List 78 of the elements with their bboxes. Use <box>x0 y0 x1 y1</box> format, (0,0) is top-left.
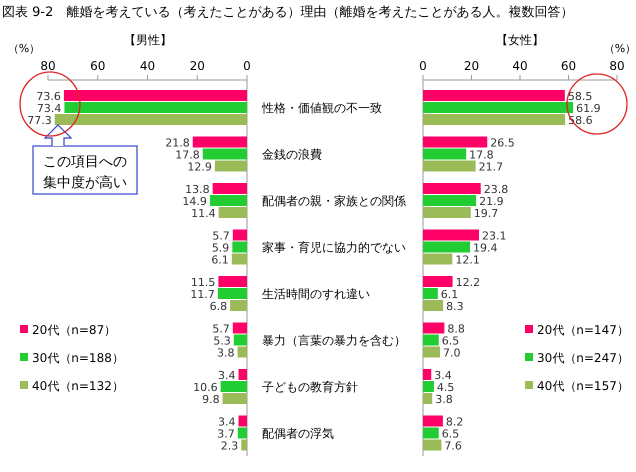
data-label: 6.5 <box>442 428 460 440</box>
data-label: 8.2 <box>446 416 464 428</box>
x-tick-label: 0 <box>419 59 427 73</box>
data-label: 5.9 <box>212 242 230 254</box>
data-label: 12.1 <box>455 254 480 266</box>
data-label: 11.4 <box>191 207 216 220</box>
y-tick-label: 暴力（言葉の暴力を含む） <box>262 334 406 348</box>
data-label: 19.4 <box>473 242 498 254</box>
data-label: 7.6 <box>444 440 462 452</box>
data-label: 11.7 <box>190 288 215 301</box>
callout-box: この項目への集中度が高い <box>32 145 138 195</box>
data-label: 8.3 <box>446 300 464 313</box>
data-label: 3.4 <box>218 416 236 428</box>
x-tick-label: 60 <box>560 59 576 73</box>
data-label: 73.4 <box>36 102 62 115</box>
y-tick-label: 配偶者の浮気 <box>262 426 334 440</box>
data-label: 6.1 <box>211 254 229 266</box>
data-label: 19.7 <box>474 207 498 220</box>
data-label: 61.9 <box>576 102 601 115</box>
data-label: 3.7 <box>217 428 235 440</box>
data-label: 4.5 <box>436 381 454 394</box>
data-label: 77.3 <box>27 114 52 127</box>
data-label: 17.8 <box>469 148 494 162</box>
data-label: 11.5 <box>190 276 216 289</box>
data-label: 73.6 <box>36 90 61 103</box>
data-label: 21.8 <box>165 136 190 150</box>
data-label: 12.9 <box>187 160 212 174</box>
x-axis-title: （%） <box>604 42 636 55</box>
annotation: この項目への集中度が高い <box>43 154 127 191</box>
x-tick-label: 20 <box>190 59 205 73</box>
data-label: 5.3 <box>213 334 231 348</box>
data-label: 23.1 <box>482 230 507 242</box>
y-tick-label: 金銭の浪費 <box>262 148 322 162</box>
data-label: 21.9 <box>479 195 504 208</box>
y-tick-label: 配偶者の親・家族との関係 <box>262 194 406 208</box>
y-tick-label: 家事・育児に協力的でない <box>262 240 406 254</box>
data-label: 3.8 <box>217 346 235 360</box>
data-label: 5.7 <box>212 322 230 336</box>
text: 図表 9-2 離婚を考えている（考えたことがある）理由（離婚を考えたことがある人。複数回答） <box>2 5 574 20</box>
x-tick-label: 40 <box>140 59 156 73</box>
data-label: 6.1 <box>440 288 458 301</box>
data-label: 2.3 <box>220 440 238 452</box>
data-label: 3.8 <box>435 393 453 406</box>
data-label: 3.4 <box>218 369 236 382</box>
data-label: 23.8 <box>484 183 508 196</box>
data-label: 12.2 <box>456 276 480 289</box>
data-label: 21.7 <box>478 160 504 174</box>
x-tick-label: 80 <box>609 59 625 73</box>
data-label: 6.5 <box>442 334 460 348</box>
data-label: 6.8 <box>210 300 228 313</box>
legend-label: 40代（n=132） <box>32 379 124 393</box>
data-label: 58.5 <box>568 90 592 103</box>
data-label: 13.8 <box>185 183 210 196</box>
data-label: 7.0 <box>442 346 460 360</box>
x-tick-label: 20 <box>464 59 480 73</box>
x-tick-label: 40 <box>512 59 528 73</box>
data-label: 10.6 <box>193 381 218 394</box>
x-tick-label: 0 <box>243 59 251 73</box>
data-label: 17.8 <box>175 148 200 162</box>
data-label: 3.4 <box>434 369 452 382</box>
legend-label: 20代（n=87） <box>32 323 116 337</box>
data-label: 26.5 <box>490 136 515 150</box>
x-tick-label: 60 <box>90 59 106 73</box>
y-tick-label: 生活時間のすれ違い <box>262 287 370 301</box>
y-tick-label: 子どもの教育方針 <box>262 380 358 394</box>
legend-label: 20代（n=147） <box>537 323 629 337</box>
data-label: 9.8 <box>202 393 220 406</box>
legend-label: 30代（n=188） <box>32 351 124 365</box>
y-tick-label: 性格・価値観の不一致 <box>261 101 382 115</box>
x-axis-title: （%） <box>8 42 40 55</box>
chart-subtitle: 【男性】 <box>124 33 172 47</box>
x-tick-label: 80 <box>40 59 56 73</box>
data-label: 14.9 <box>182 195 207 208</box>
legend-label: 30代（n=247） <box>537 351 629 365</box>
data-label: 5.7 <box>212 230 230 242</box>
legend-label: 40代（n=157） <box>537 379 629 393</box>
data-label: 8.8 <box>447 322 465 336</box>
chart-title: 【女性】 <box>496 33 544 47</box>
